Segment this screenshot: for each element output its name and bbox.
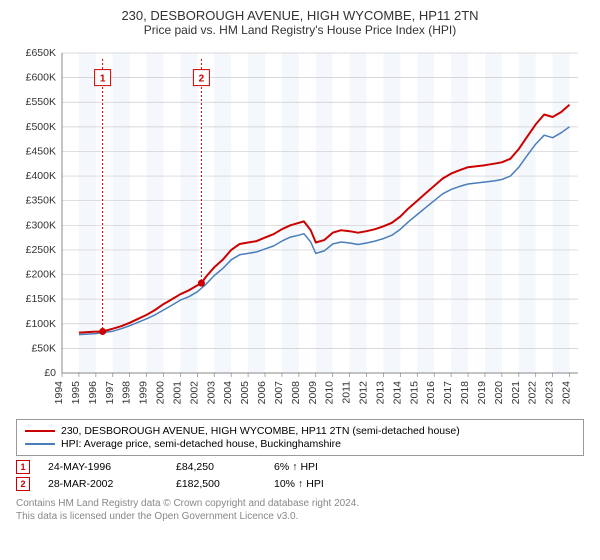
svg-text:£400K: £400K (26, 170, 56, 182)
event-change-ref: HPI (300, 461, 318, 473)
legend-swatch (25, 430, 55, 432)
svg-text:2003: 2003 (205, 381, 217, 405)
event-change: 10% ↑ HPI (274, 478, 324, 490)
legend-item: 230, DESBOROUGH AVENUE, HIGH WYCOMBE, HP… (25, 425, 575, 437)
legend: 230, DESBOROUGH AVENUE, HIGH WYCOMBE, HP… (16, 419, 584, 456)
event-price: £182,500 (176, 478, 256, 490)
event-row: 2 28-MAR-2002 £182,500 10% ↑ HPI (16, 477, 584, 491)
svg-text:2010: 2010 (324, 381, 336, 405)
event-change: 6% ↑ HPI (274, 461, 318, 473)
event-row: 1 24-MAY-1996 £84,250 6% ↑ HPI (16, 460, 584, 474)
event-marker-box: 1 (16, 460, 30, 474)
svg-text:2011: 2011 (341, 381, 353, 404)
chart-title: 230, DESBOROUGH AVENUE, HIGH WYCOMBE, HP… (12, 8, 588, 23)
svg-text:£250K: £250K (26, 244, 56, 256)
svg-text:2015: 2015 (408, 381, 420, 405)
svg-text:£50K: £50K (31, 342, 56, 354)
event-change-pct: 6% (274, 461, 289, 473)
svg-text:£200K: £200K (26, 269, 56, 281)
svg-text:2020: 2020 (493, 381, 505, 405)
legend-item: HPI: Average price, semi-detached house,… (25, 438, 575, 450)
event-date: 24-MAY-1996 (48, 461, 158, 473)
arrow-up-icon: ↑ (298, 478, 303, 490)
svg-text:2002: 2002 (188, 381, 200, 405)
svg-text:2008: 2008 (290, 381, 302, 405)
svg-text:2014: 2014 (391, 381, 403, 405)
svg-text:1994: 1994 (53, 381, 65, 405)
svg-text:1996: 1996 (87, 381, 99, 405)
svg-text:2005: 2005 (239, 381, 251, 405)
svg-text:2017: 2017 (442, 381, 454, 405)
event-number: 2 (20, 479, 25, 489)
legend-swatch (25, 443, 55, 445)
event-change-ref: HPI (306, 478, 324, 490)
svg-text:£600K: £600K (26, 72, 56, 84)
svg-text:£150K: £150K (26, 293, 56, 305)
svg-text:2006: 2006 (256, 381, 268, 405)
svg-text:2013: 2013 (374, 381, 386, 405)
svg-text:2018: 2018 (459, 381, 471, 405)
chart-subtitle: Price paid vs. HM Land Registry's House … (12, 23, 588, 37)
svg-text:1: 1 (100, 74, 106, 85)
svg-text:£500K: £500K (26, 121, 56, 133)
svg-text:2012: 2012 (358, 381, 370, 405)
svg-text:1997: 1997 (104, 381, 116, 405)
svg-text:2000: 2000 (155, 381, 167, 405)
event-number: 1 (20, 462, 25, 472)
svg-text:2022: 2022 (527, 381, 539, 405)
svg-text:2001: 2001 (171, 381, 183, 405)
svg-text:£650K: £650K (26, 47, 56, 59)
svg-text:2019: 2019 (476, 381, 488, 405)
svg-text:2016: 2016 (425, 381, 437, 405)
svg-text:£0: £0 (44, 367, 56, 379)
legend-label: 230, DESBOROUGH AVENUE, HIGH WYCOMBE, HP… (61, 425, 460, 437)
svg-text:£450K: £450K (26, 145, 56, 157)
svg-text:2007: 2007 (273, 381, 285, 405)
event-change-pct: 10% (274, 478, 295, 490)
svg-text:£100K: £100K (26, 318, 56, 330)
svg-text:1998: 1998 (121, 381, 133, 405)
line-chart-svg: £0 £50K £100K £150K £200K £250K £300K £350K £400… (12, 43, 588, 413)
events-table: 1 24-MAY-1996 £84,250 6% ↑ HPI 2 28-MAR-… (16, 460, 584, 491)
event-date: 28-MAR-2002 (48, 478, 158, 490)
chart-area: £0 £50K £100K £150K £200K £250K £300K £350K £400… (12, 43, 588, 413)
svg-text:2: 2 (199, 74, 205, 85)
legend-label: HPI: Average price, semi-detached house,… (61, 438, 341, 450)
svg-text:2023: 2023 (544, 381, 556, 405)
footer-line: Contains HM Land Registry data © Crown c… (16, 497, 584, 510)
svg-text:2021: 2021 (510, 381, 522, 405)
svg-text:2009: 2009 (307, 381, 319, 405)
svg-text:£550K: £550K (26, 96, 56, 108)
svg-text:2004: 2004 (222, 381, 234, 405)
svg-text:1995: 1995 (70, 381, 82, 405)
footer: Contains HM Land Registry data © Crown c… (16, 497, 584, 523)
svg-text:£350K: £350K (26, 195, 56, 207)
event-marker-box: 2 (16, 477, 30, 491)
chart-container: 230, DESBOROUGH AVENUE, HIGH WYCOMBE, HP… (0, 0, 600, 527)
svg-text:1999: 1999 (138, 381, 150, 405)
svg-text:2024: 2024 (561, 381, 573, 405)
arrow-up-icon: ↑ (292, 461, 297, 473)
event-price: £84,250 (176, 461, 256, 473)
footer-line: This data is licensed under the Open Gov… (16, 510, 584, 523)
svg-text:£300K: £300K (26, 219, 56, 231)
